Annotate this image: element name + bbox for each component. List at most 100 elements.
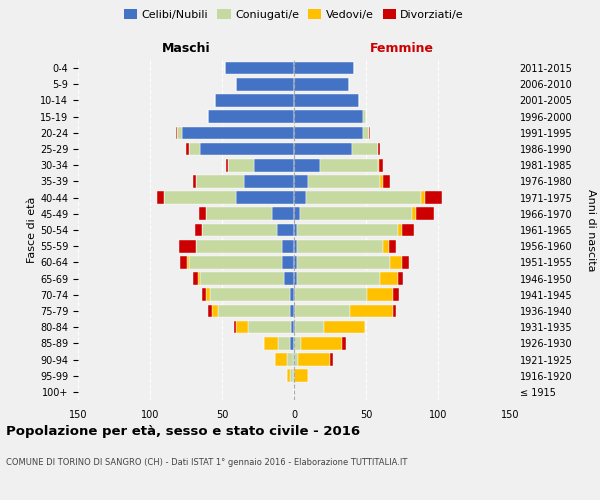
Bar (294, 272, 297, 285)
Bar (294, 256, 297, 268)
Bar (202, 288, 206, 301)
Bar (301, 337, 341, 349)
Bar (208, 110, 294, 123)
Bar (308, 175, 380, 188)
Bar (295, 321, 324, 334)
Bar (293, 353, 294, 366)
Bar (202, 224, 277, 236)
Bar (236, 192, 294, 204)
Bar (380, 272, 398, 285)
Bar (324, 321, 365, 334)
Bar (283, 256, 294, 268)
Bar (389, 240, 396, 252)
Bar (194, 224, 202, 236)
Bar (294, 321, 295, 334)
Bar (294, 142, 352, 156)
Bar (244, 175, 294, 188)
Bar (197, 272, 200, 285)
Bar (398, 224, 402, 236)
Bar (294, 94, 359, 107)
Text: COMUNE DI TORINO DI SANGRO (CH) - Dati ISTAT 1° gennaio 2016 - Elaborazione TUTT: COMUNE DI TORINO DI SANGRO (CH) - Dati I… (6, 458, 407, 467)
Legend: Celibi/Nubili, Coniugati/e, Vedovi/e, Divorziati/e: Celibi/Nubili, Coniugati/e, Vedovi/e, Di… (119, 4, 469, 24)
Bar (199, 208, 206, 220)
Bar (294, 353, 298, 366)
Bar (200, 142, 294, 156)
Y-axis label: Anni di nascita: Anni di nascita (586, 188, 596, 271)
Bar (297, 224, 398, 236)
Bar (176, 126, 178, 139)
Bar (294, 110, 363, 123)
Bar (402, 256, 409, 268)
Bar (294, 126, 363, 139)
Bar (294, 208, 300, 220)
Bar (196, 240, 283, 252)
Bar (305, 192, 421, 204)
Bar (412, 208, 416, 220)
Bar (294, 304, 295, 318)
Bar (189, 256, 283, 268)
Bar (320, 159, 377, 172)
Bar (254, 159, 294, 172)
Bar (398, 272, 403, 285)
Bar (157, 192, 164, 204)
Bar (377, 142, 380, 156)
Bar (287, 370, 290, 382)
Bar (206, 288, 211, 301)
Bar (290, 304, 294, 318)
Bar (330, 353, 333, 366)
Bar (383, 175, 391, 188)
Text: Maschi: Maschi (161, 42, 211, 55)
Bar (394, 288, 399, 301)
Bar (294, 78, 349, 90)
Bar (294, 159, 320, 172)
Bar (379, 159, 383, 172)
Y-axis label: Fasce di età: Fasce di età (27, 197, 37, 263)
Bar (277, 224, 294, 236)
Bar (294, 62, 355, 74)
Bar (208, 304, 212, 318)
Bar (291, 321, 294, 334)
Bar (187, 256, 189, 268)
Bar (294, 288, 295, 301)
Bar (295, 304, 350, 318)
Bar (212, 304, 218, 318)
Bar (186, 142, 189, 156)
Bar (341, 337, 346, 349)
Bar (215, 94, 294, 107)
Bar (363, 110, 366, 123)
Bar (226, 159, 228, 172)
Bar (380, 175, 383, 188)
Bar (283, 240, 294, 252)
Bar (290, 370, 293, 382)
Bar (164, 192, 236, 204)
Bar (189, 142, 200, 156)
Bar (193, 272, 197, 285)
Bar (391, 256, 402, 268)
Bar (294, 240, 297, 252)
Bar (200, 272, 284, 285)
Bar (293, 370, 294, 382)
Bar (394, 304, 396, 318)
Bar (180, 256, 187, 268)
Bar (287, 353, 293, 366)
Bar (363, 126, 369, 139)
Bar (182, 126, 294, 139)
Bar (300, 208, 412, 220)
Bar (383, 240, 389, 252)
Bar (236, 321, 248, 334)
Bar (178, 126, 182, 139)
Bar (416, 208, 434, 220)
Bar (290, 337, 294, 349)
Bar (421, 192, 425, 204)
Bar (196, 175, 244, 188)
Text: Popolazione per età, sesso e stato civile - 2016: Popolazione per età, sesso e stato civil… (6, 425, 360, 438)
Bar (367, 288, 394, 301)
Bar (297, 272, 380, 285)
Bar (294, 192, 305, 204)
Bar (350, 304, 394, 318)
Bar (211, 288, 290, 301)
Bar (272, 208, 294, 220)
Bar (294, 175, 308, 188)
Bar (298, 353, 330, 366)
Bar (248, 321, 291, 334)
